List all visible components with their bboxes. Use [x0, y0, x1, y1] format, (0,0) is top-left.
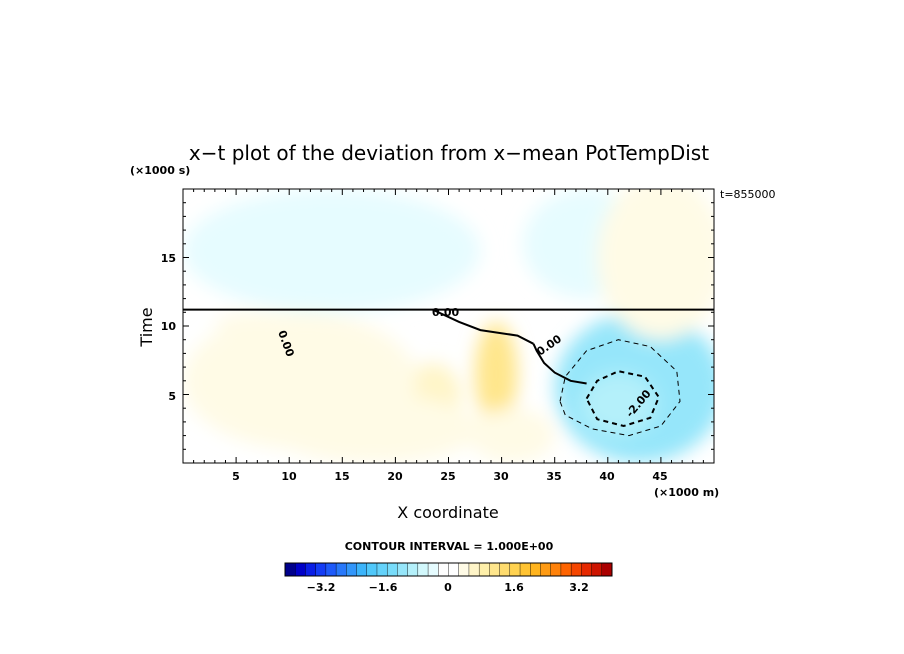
anomaly-region: [597, 189, 714, 340]
chart-title: x−t plot of the deviation from x−mean Po…: [189, 141, 709, 165]
y-tick-label: 15: [161, 252, 176, 265]
contour-line: [585, 370, 660, 428]
x-tick-label: 10: [281, 470, 297, 483]
y-tick-label: 10: [161, 320, 177, 333]
y-unit-label: (×1000 s): [130, 164, 190, 177]
contour-line: [559, 339, 681, 437]
colorbar-swatch: [591, 562, 603, 577]
colorbar-swatch: [509, 562, 521, 577]
colorbar-tick-label: −3.2: [307, 581, 336, 594]
x-unit-label: (×1000 m): [654, 486, 719, 499]
x-axis-label: X coordinate: [397, 503, 498, 522]
colorbar-swatch: [448, 562, 460, 577]
time-stamp: t=855000: [720, 188, 776, 201]
colorbar-swatch: [295, 562, 306, 577]
y-axis-label: Time: [137, 307, 156, 347]
colorbar-tick-label: −1.6: [369, 581, 398, 594]
contour-label-0: 0.00: [432, 306, 459, 319]
contour-lines: [183, 308, 714, 437]
colorbar-swatch: [560, 562, 572, 577]
colorbar-swatch: [315, 562, 327, 577]
x-tick-label: 40: [599, 470, 615, 483]
colorbar-swatch: [601, 562, 613, 577]
colorbar-swatch: [417, 562, 429, 577]
colorbar-swatch: [366, 562, 378, 577]
colorbar-swatch: [346, 562, 358, 577]
x-tick-label: 20: [387, 470, 403, 483]
anomaly-field: [183, 189, 714, 463]
colorbar-swatch: [438, 562, 449, 577]
colorbar-swatch: [407, 562, 419, 577]
anomaly-region: [469, 408, 555, 463]
colorbar-swatch: [519, 562, 531, 577]
colorbar-swatch: [468, 562, 480, 577]
anomaly-region: [267, 394, 481, 463]
axis-ticks: [183, 189, 714, 463]
colorbar-swatch: [386, 562, 398, 577]
x-tick-label: 35: [546, 470, 561, 483]
x-tick-label: 30: [493, 470, 509, 483]
colorbar-swatch: [550, 562, 562, 577]
x-tick-label: 25: [440, 470, 455, 483]
y-tick-label: 5: [168, 390, 176, 403]
colorbar-swatch: [540, 562, 552, 577]
colorbar-tick-label: 0: [444, 581, 452, 594]
colorbar-swatch: [397, 562, 409, 577]
colorbar-swatch: [478, 562, 490, 577]
colorbar-swatch: [376, 562, 388, 577]
x-tick-label: 45: [652, 470, 667, 483]
anomaly-region: [183, 189, 481, 313]
colorbar-swatch: [581, 562, 593, 577]
anomaly-region: [214, 312, 300, 335]
colorbar-swatch: [489, 562, 501, 577]
x-tick-label: 5: [232, 470, 240, 483]
contour-interval-note: CONTOUR INTERVAL = 1.000E+00: [345, 540, 554, 553]
colorbar-swatch: [356, 562, 368, 577]
colorbar: [284, 562, 613, 577]
colorbar-swatch: [530, 562, 541, 577]
x-tick-label: 15: [334, 470, 349, 483]
anomaly-region: [475, 321, 518, 427]
colorbar-swatch: [305, 562, 317, 577]
colorbar-swatch: [284, 562, 296, 577]
contour-line: [532, 343, 587, 385]
colorbar-frame: [284, 562, 613, 577]
contour-line: [432, 308, 534, 345]
plot-area: [183, 189, 714, 463]
colorbar-swatch: [335, 562, 347, 577]
colorbar-swatch: [458, 562, 470, 577]
colorbar-swatch: [427, 562, 439, 577]
colorbar-swatch: [570, 562, 582, 577]
colorbar-tick-label: 3.2: [569, 581, 589, 594]
colorbar-swatch: [499, 562, 511, 577]
colorbar-swatch: [325, 562, 337, 577]
colorbar-tick-label: 1.6: [504, 581, 524, 594]
